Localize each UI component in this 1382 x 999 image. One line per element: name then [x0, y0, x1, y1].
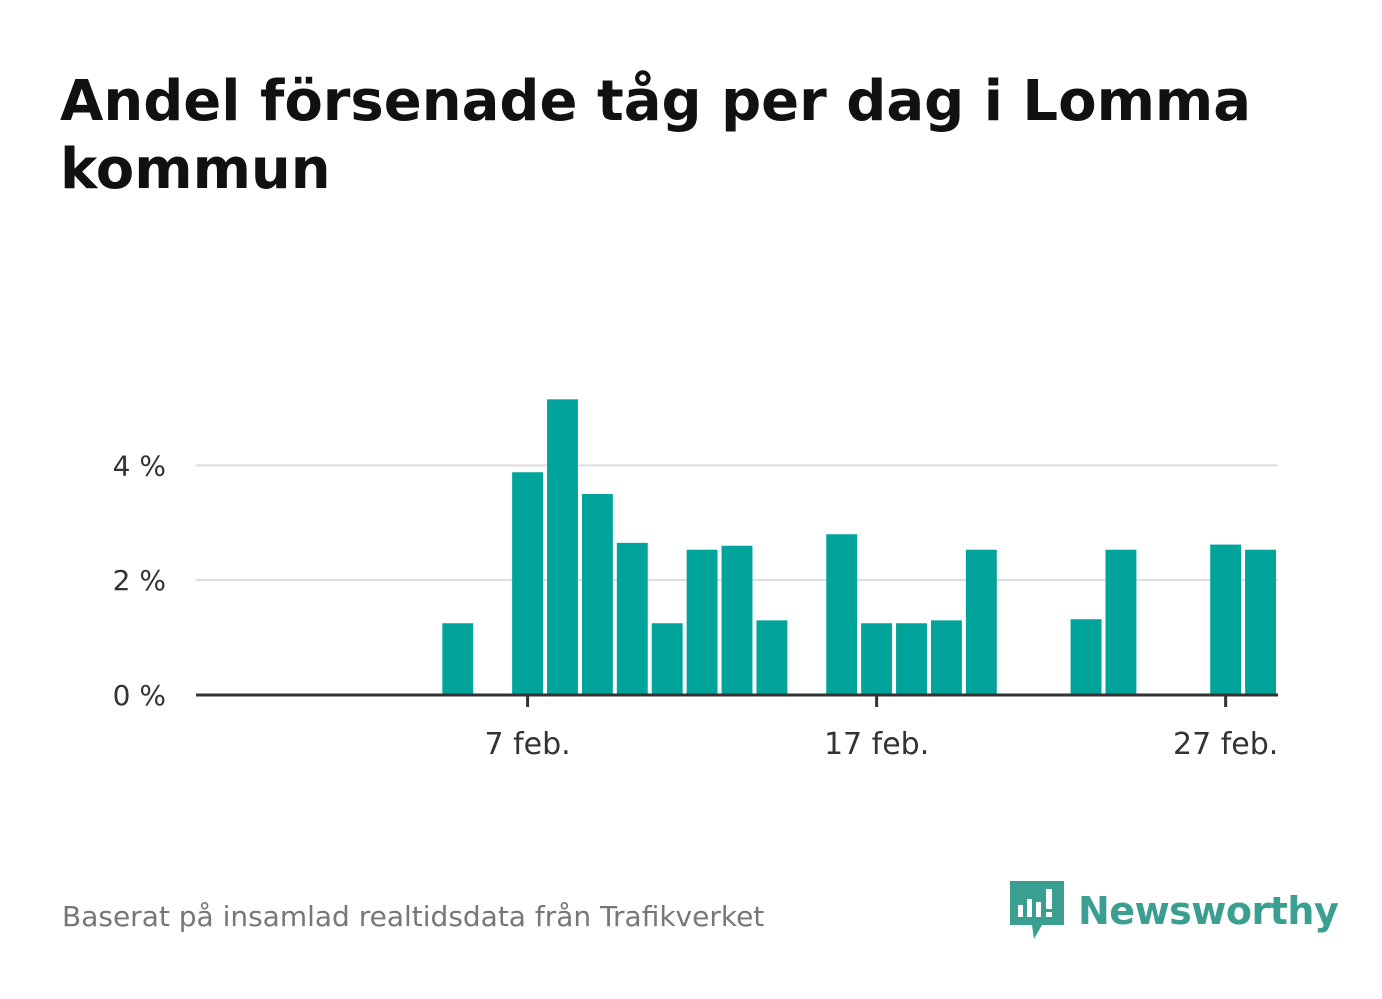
y-tick-label: 2 %: [113, 564, 166, 597]
bar: [616, 542, 648, 695]
bar: [1245, 549, 1276, 695]
bar: [965, 549, 997, 695]
y-tick-label: 4 %: [113, 449, 166, 482]
bar: [686, 549, 718, 695]
brand-logo: Newsworthy: [1010, 876, 1339, 946]
x-tick-label: 7 feb.: [484, 727, 570, 762]
bar: [756, 620, 788, 695]
bar: [651, 623, 683, 695]
bar: [930, 620, 962, 695]
bar: [861, 623, 893, 695]
axes: 0 % 2 % 4 % 7 feb. 17 feb. 27 feb.: [113, 449, 1279, 762]
chart-title: Andel försenade tåg per dag i Lomma komm…: [60, 69, 1252, 202]
bar: [826, 534, 858, 695]
x-tick-label: 27 feb.: [1173, 727, 1278, 762]
x-tick-label: 17 feb.: [824, 727, 929, 762]
bar: [1105, 549, 1137, 695]
brand-name: Newsworthy: [1078, 889, 1339, 933]
bar: [896, 623, 927, 695]
bar: [1210, 544, 1242, 695]
bar: [512, 472, 544, 695]
bar: [1070, 619, 1102, 695]
newsworthy-logo-icon: [1010, 881, 1064, 939]
source-note: Baserat på insamlad realtidsdata från Tr…: [62, 900, 765, 933]
bar: [581, 494, 613, 695]
y-tick-label: 0 %: [113, 679, 166, 712]
bar: [547, 399, 578, 695]
bar: [442, 623, 474, 695]
bar: [721, 545, 753, 695]
bars: [442, 399, 1276, 695]
